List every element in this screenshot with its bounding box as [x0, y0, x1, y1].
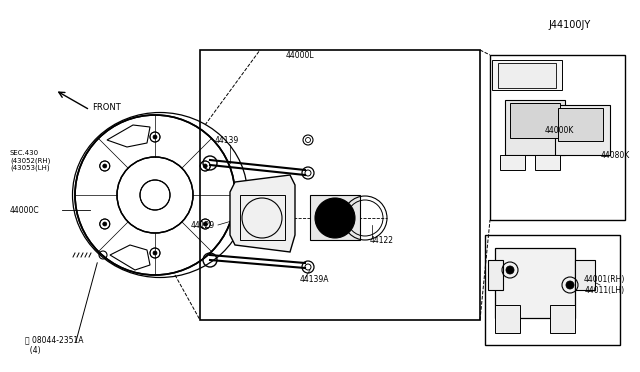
Bar — [505, 100, 565, 155]
Text: FRONT: FRONT — [92, 103, 121, 112]
Bar — [510, 103, 560, 138]
Circle shape — [566, 281, 574, 289]
Bar — [495, 305, 520, 333]
Bar — [555, 105, 610, 155]
Bar — [498, 63, 556, 88]
Bar — [488, 260, 503, 290]
Polygon shape — [110, 245, 150, 270]
Polygon shape — [230, 175, 295, 252]
Circle shape — [506, 266, 514, 274]
Text: 44139A: 44139A — [300, 276, 330, 285]
Bar — [550, 305, 575, 333]
Circle shape — [103, 222, 107, 226]
Polygon shape — [107, 125, 150, 147]
Circle shape — [153, 135, 157, 139]
Bar — [575, 260, 595, 290]
Text: SEC.430
(43052(RH)
(43053(LH): SEC.430 (43052(RH) (43053(LH) — [10, 150, 51, 171]
Circle shape — [77, 117, 233, 273]
Circle shape — [204, 164, 207, 168]
Circle shape — [315, 198, 355, 238]
Bar — [240, 195, 285, 240]
Text: 44000C: 44000C — [10, 205, 40, 215]
Bar — [200, 50, 480, 320]
Bar — [492, 60, 562, 90]
Bar — [495, 248, 575, 318]
Text: 44000K: 44000K — [545, 125, 574, 135]
Text: Ⓑ 08044-2351A
  (4): Ⓑ 08044-2351A (4) — [25, 335, 83, 355]
Ellipse shape — [72, 112, 248, 278]
Bar — [535, 155, 560, 170]
Circle shape — [204, 222, 207, 226]
Bar — [558, 108, 603, 141]
Text: 44139: 44139 — [215, 135, 239, 144]
Text: 44080K: 44080K — [601, 151, 630, 160]
Text: J44100JY: J44100JY — [549, 20, 591, 30]
Text: 44122: 44122 — [370, 235, 394, 244]
Text: 44001(RH)
44011(LH): 44001(RH) 44011(LH) — [584, 275, 625, 295]
Circle shape — [103, 164, 107, 168]
Bar — [500, 155, 525, 170]
Text: 44000L: 44000L — [285, 51, 314, 60]
Bar — [490, 55, 625, 220]
Bar — [485, 235, 620, 345]
Text: 44129: 44129 — [191, 221, 215, 230]
Bar — [310, 195, 360, 240]
Circle shape — [153, 251, 157, 255]
